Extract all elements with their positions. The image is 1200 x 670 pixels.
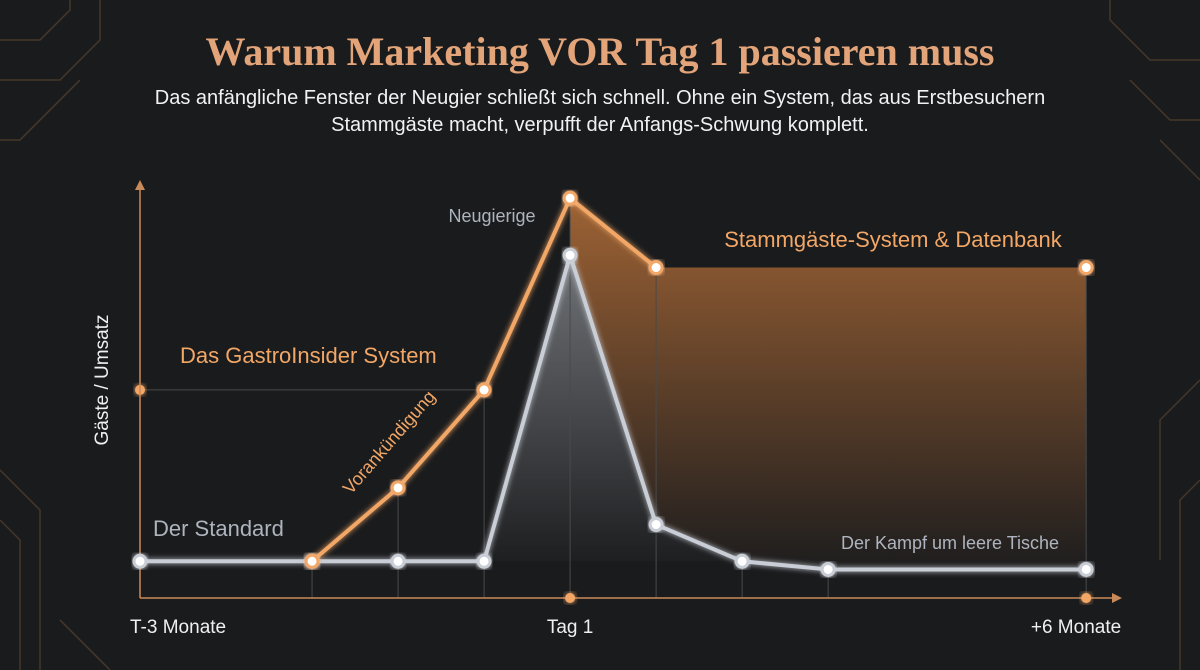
series-point <box>820 561 836 577</box>
chart-subtitle: Das anfängliche Fenster der Neugier schl… <box>154 87 1046 136</box>
orange-area <box>570 198 1087 570</box>
series-point <box>562 247 578 263</box>
legend-entry: Das GastroInsider System <box>180 343 437 368</box>
x-tick-dot <box>1081 593 1092 603</box>
chart-title: Warum Marketing VOR Tag 1 passieren muss <box>205 29 995 74</box>
series-point <box>648 517 664 533</box>
series-point <box>304 553 320 569</box>
series-point <box>476 382 492 398</box>
series-point <box>1078 260 1094 276</box>
series-point <box>390 553 406 569</box>
annotation: Der Kampf um leere Tische <box>841 533 1059 553</box>
header: Warum Marketing VOR Tag 1 passieren muss… <box>0 28 1200 139</box>
plot: Gäste / Umsatz T-3 Monate Tag 1 +6 Monate De… <box>92 180 1122 638</box>
x-tick-dot <box>565 593 576 603</box>
series-point <box>390 480 406 496</box>
y-axis-arrow <box>135 180 145 190</box>
annotation: Neugierige <box>448 206 535 226</box>
series-point <box>1078 561 1094 577</box>
x-tick-label: Tag 1 <box>547 617 593 638</box>
series-point <box>562 190 578 206</box>
y-axis-label: Gäste / Umsatz <box>92 315 113 446</box>
annotation: Vorankündigung <box>339 387 439 498</box>
series-point <box>648 260 664 276</box>
legend-entry: Der Standard <box>153 516 284 541</box>
x-tick-label: T-3 Monate <box>130 617 226 638</box>
x-axis-arrow <box>1112 593 1122 603</box>
series-point <box>734 553 750 569</box>
series-point <box>132 553 148 569</box>
annotation: Stammgäste-System & Datenbank <box>724 227 1062 252</box>
x-tick-label: +6 Monate <box>1031 617 1121 638</box>
series-point <box>476 553 492 569</box>
